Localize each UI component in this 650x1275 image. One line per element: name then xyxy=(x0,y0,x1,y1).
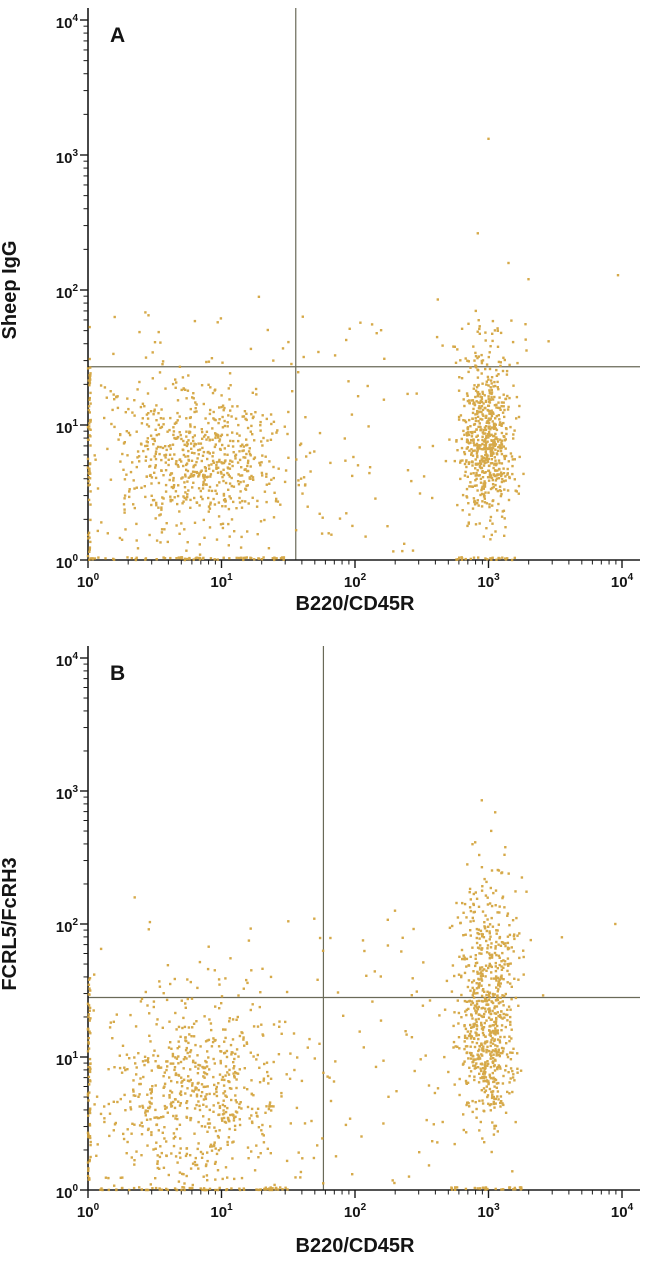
panel-b-y-axis-label: FCRL5/FcRH3 xyxy=(0,857,21,990)
quadrant-gate-lines xyxy=(88,8,640,560)
tick-label: 102 xyxy=(56,917,79,936)
tick-label: 104 xyxy=(56,651,79,670)
panel-b-x-axis-label: B220/CD45R xyxy=(296,1235,416,1257)
axes xyxy=(87,646,640,1191)
tick-marks xyxy=(80,657,623,1198)
tick-label: 102 xyxy=(344,572,367,591)
panel-b: 100 100 101 101 102 102 103 103 104 104 B B220/CD… xyxy=(0,630,650,1275)
tick-label: 100 xyxy=(77,1202,100,1221)
tick-label: 102 xyxy=(56,283,79,302)
tick-label: 103 xyxy=(56,784,79,803)
tick-label: 100 xyxy=(56,1183,79,1202)
tick-label: 101 xyxy=(56,1050,79,1069)
tick-marks xyxy=(80,19,623,568)
tick-label: 103 xyxy=(56,148,79,167)
tick-label: 102 xyxy=(344,1202,367,1221)
quadrant-gate-lines xyxy=(88,646,640,1190)
scatter-points xyxy=(86,799,617,1192)
tick-label: 101 xyxy=(210,572,233,591)
panel-a-x-axis-label: B220/CD45R xyxy=(296,593,416,615)
panel-a-label: A xyxy=(110,24,125,47)
tick-label: 101 xyxy=(210,1202,233,1221)
tick-label: 103 xyxy=(477,1202,500,1221)
tick-label: 104 xyxy=(611,572,634,591)
panel-a: 100 100 101 101 102 102 103 103 104 104 A B220/CD… xyxy=(0,0,650,630)
scatter-points xyxy=(86,137,620,562)
axes xyxy=(87,8,640,561)
tick-label: 103 xyxy=(477,572,500,591)
tick-label: 100 xyxy=(56,553,79,572)
tick-label: 100 xyxy=(77,572,100,591)
panel-a-y-axis-label: Sheep IgG xyxy=(0,241,21,340)
tick-label: 104 xyxy=(56,13,79,32)
tick-label: 101 xyxy=(56,418,79,437)
tick-label: 104 xyxy=(611,1202,634,1221)
panel-b-label: B xyxy=(110,662,125,685)
